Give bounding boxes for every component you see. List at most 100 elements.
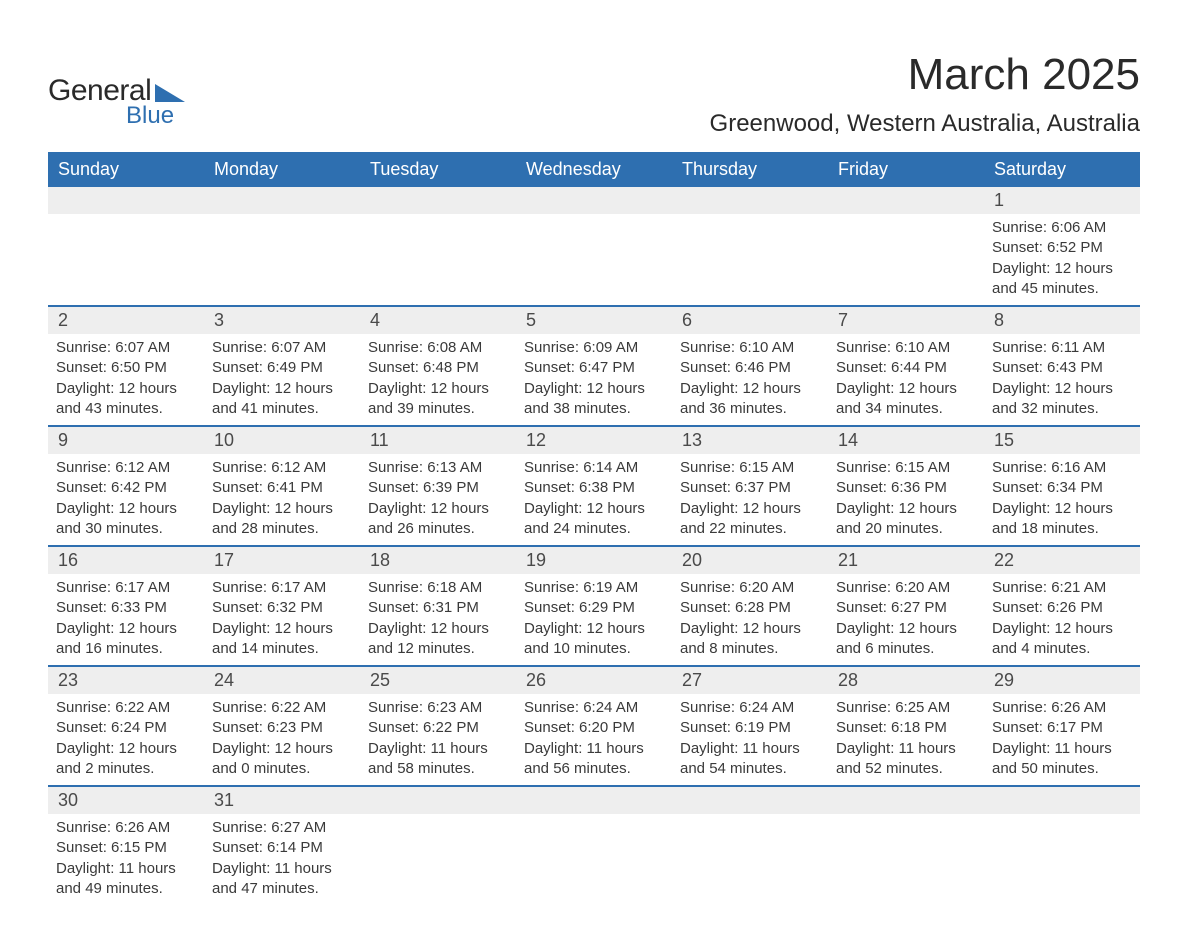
day-number: 8 <box>984 307 1140 334</box>
day-detail: Sunrise: 6:15 AMSunset: 6:37 PMDaylight:… <box>672 454 828 545</box>
daylight-line1: Daylight: 12 hours <box>680 619 820 639</box>
sunrise: Sunrise: 6:21 AM <box>992 578 1132 598</box>
sunrise: Sunrise: 6:15 AM <box>836 458 976 478</box>
sunrise: Sunrise: 6:12 AM <box>56 458 196 478</box>
day-detail: Sunrise: 6:24 AMSunset: 6:20 PMDaylight:… <box>516 694 672 785</box>
day-detail: Sunrise: 6:10 AMSunset: 6:44 PMDaylight:… <box>828 334 984 425</box>
day-detail <box>516 814 672 905</box>
day-detail: Sunrise: 6:23 AMSunset: 6:22 PMDaylight:… <box>360 694 516 785</box>
day-number: 13 <box>672 427 828 454</box>
daylight-line2: and 30 minutes. <box>56 519 196 539</box>
daylight-line1: Daylight: 12 hours <box>836 619 976 639</box>
day-number: 26 <box>516 667 672 694</box>
sunset: Sunset: 6:17 PM <box>992 718 1132 738</box>
day-number <box>360 787 516 814</box>
sunset: Sunset: 6:41 PM <box>212 478 352 498</box>
day-detail-row: Sunrise: 6:22 AMSunset: 6:24 PMDaylight:… <box>48 694 1140 785</box>
sunrise: Sunrise: 6:07 AM <box>212 338 352 358</box>
daylight-line1: Daylight: 12 hours <box>992 259 1132 279</box>
day-detail: Sunrise: 6:19 AMSunset: 6:29 PMDaylight:… <box>516 574 672 665</box>
day-detail: Sunrise: 6:24 AMSunset: 6:19 PMDaylight:… <box>672 694 828 785</box>
daylight-line2: and 14 minutes. <box>212 639 352 659</box>
day-number <box>204 187 360 214</box>
title-block: March 2025 Greenwood, Western Australia,… <box>710 50 1140 138</box>
sunset: Sunset: 6:37 PM <box>680 478 820 498</box>
daylight-line1: Daylight: 12 hours <box>212 499 352 519</box>
sunrise: Sunrise: 6:08 AM <box>368 338 508 358</box>
dow-saturday: Saturday <box>984 152 1140 187</box>
day-detail <box>360 214 516 305</box>
daylight-line2: and 43 minutes. <box>56 399 196 419</box>
dow-monday: Monday <box>204 152 360 187</box>
day-detail: Sunrise: 6:11 AMSunset: 6:43 PMDaylight:… <box>984 334 1140 425</box>
daylight-line1: Daylight: 12 hours <box>368 619 508 639</box>
sunrise: Sunrise: 6:17 AM <box>56 578 196 598</box>
day-detail <box>360 814 516 905</box>
daylight-line2: and 6 minutes. <box>836 639 976 659</box>
week-row: 1Sunrise: 6:06 AMSunset: 6:52 PMDaylight… <box>48 187 1140 305</box>
sunset: Sunset: 6:14 PM <box>212 838 352 858</box>
daylight-line1: Daylight: 12 hours <box>212 739 352 759</box>
daylight-line1: Daylight: 11 hours <box>368 739 508 759</box>
daylight-line2: and 28 minutes. <box>212 519 352 539</box>
calendar: Sunday Monday Tuesday Wednesday Thursday… <box>48 152 1140 905</box>
day-detail: Sunrise: 6:26 AMSunset: 6:17 PMDaylight:… <box>984 694 1140 785</box>
sunset: Sunset: 6:24 PM <box>56 718 196 738</box>
week-row: 3031Sunrise: 6:26 AMSunset: 6:15 PMDayli… <box>48 785 1140 905</box>
day-detail: Sunrise: 6:20 AMSunset: 6:28 PMDaylight:… <box>672 574 828 665</box>
sunrise: Sunrise: 6:12 AM <box>212 458 352 478</box>
daylight-line2: and 18 minutes. <box>992 519 1132 539</box>
day-number <box>48 187 204 214</box>
sunrise: Sunrise: 6:18 AM <box>368 578 508 598</box>
daylight-line1: Daylight: 12 hours <box>680 379 820 399</box>
day-detail: Sunrise: 6:21 AMSunset: 6:26 PMDaylight:… <box>984 574 1140 665</box>
day-number <box>984 787 1140 814</box>
sunrise: Sunrise: 6:26 AM <box>992 698 1132 718</box>
daylight-line2: and 16 minutes. <box>56 639 196 659</box>
daylight-line2: and 2 minutes. <box>56 759 196 779</box>
daylight-line1: Daylight: 12 hours <box>524 619 664 639</box>
sunset: Sunset: 6:22 PM <box>368 718 508 738</box>
day-number: 2 <box>48 307 204 334</box>
day-detail: Sunrise: 6:22 AMSunset: 6:23 PMDaylight:… <box>204 694 360 785</box>
day-detail-row: Sunrise: 6:06 AMSunset: 6:52 PMDaylight:… <box>48 214 1140 305</box>
daylight-line2: and 32 minutes. <box>992 399 1132 419</box>
day-number: 21 <box>828 547 984 574</box>
day-number: 11 <box>360 427 516 454</box>
day-number-row: 16171819202122 <box>48 547 1140 574</box>
daylight-line1: Daylight: 11 hours <box>836 739 976 759</box>
sunset: Sunset: 6:39 PM <box>368 478 508 498</box>
day-number: 12 <box>516 427 672 454</box>
day-detail: Sunrise: 6:18 AMSunset: 6:31 PMDaylight:… <box>360 574 516 665</box>
daylight-line2: and 10 minutes. <box>524 639 664 659</box>
sunset: Sunset: 6:38 PM <box>524 478 664 498</box>
sunrise: Sunrise: 6:17 AM <box>212 578 352 598</box>
day-number: 22 <box>984 547 1140 574</box>
day-number: 28 <box>828 667 984 694</box>
day-number: 18 <box>360 547 516 574</box>
day-detail: Sunrise: 6:26 AMSunset: 6:15 PMDaylight:… <box>48 814 204 905</box>
day-detail-row: Sunrise: 6:07 AMSunset: 6:50 PMDaylight:… <box>48 334 1140 425</box>
daylight-line1: Daylight: 12 hours <box>56 379 196 399</box>
daylight-line2: and 26 minutes. <box>368 519 508 539</box>
location: Greenwood, Western Australia, Australia <box>710 110 1140 138</box>
sunrise: Sunrise: 6:26 AM <box>56 818 196 838</box>
day-detail <box>828 214 984 305</box>
day-detail: Sunrise: 6:10 AMSunset: 6:46 PMDaylight:… <box>672 334 828 425</box>
day-detail <box>984 814 1140 905</box>
sunrise: Sunrise: 6:06 AM <box>992 218 1132 238</box>
sunset: Sunset: 6:36 PM <box>836 478 976 498</box>
day-number <box>828 787 984 814</box>
dow-tuesday: Tuesday <box>360 152 516 187</box>
daylight-line1: Daylight: 12 hours <box>524 499 664 519</box>
day-detail: Sunrise: 6:14 AMSunset: 6:38 PMDaylight:… <box>516 454 672 545</box>
daylight-line2: and 24 minutes. <box>524 519 664 539</box>
day-detail: Sunrise: 6:13 AMSunset: 6:39 PMDaylight:… <box>360 454 516 545</box>
sunrise: Sunrise: 6:24 AM <box>524 698 664 718</box>
daylight-line2: and 34 minutes. <box>836 399 976 419</box>
daylight-line1: Daylight: 12 hours <box>56 739 196 759</box>
daylight-line2: and 41 minutes. <box>212 399 352 419</box>
daylight-line1: Daylight: 12 hours <box>56 619 196 639</box>
daylight-line2: and 8 minutes. <box>680 639 820 659</box>
day-number: 29 <box>984 667 1140 694</box>
